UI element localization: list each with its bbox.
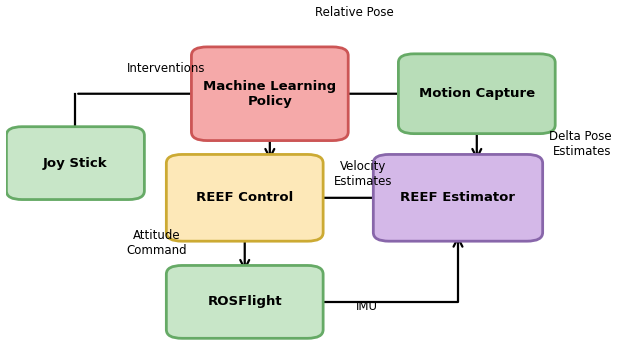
FancyBboxPatch shape	[191, 47, 348, 141]
FancyBboxPatch shape	[373, 154, 543, 241]
FancyBboxPatch shape	[398, 54, 556, 134]
Text: Velocity
Estimates: Velocity Estimates	[333, 160, 392, 188]
Text: Motion Capture: Motion Capture	[419, 87, 535, 100]
Text: Machine Learning
Policy: Machine Learning Policy	[204, 80, 337, 108]
Text: Joy Stick: Joy Stick	[43, 156, 108, 170]
Text: ROSFlight: ROSFlight	[207, 295, 282, 308]
Text: Interventions: Interventions	[127, 62, 205, 75]
FancyBboxPatch shape	[166, 154, 323, 241]
Text: REEF Control: REEF Control	[196, 191, 293, 204]
Text: Delta Pose
Estimates: Delta Pose Estimates	[549, 130, 612, 158]
Text: IMU: IMU	[356, 300, 378, 313]
Text: Relative Pose: Relative Pose	[315, 6, 394, 19]
Text: REEF Estimator: REEF Estimator	[401, 191, 515, 204]
FancyBboxPatch shape	[166, 266, 323, 338]
FancyBboxPatch shape	[6, 127, 145, 200]
Text: Attitude
Command: Attitude Command	[127, 229, 188, 257]
